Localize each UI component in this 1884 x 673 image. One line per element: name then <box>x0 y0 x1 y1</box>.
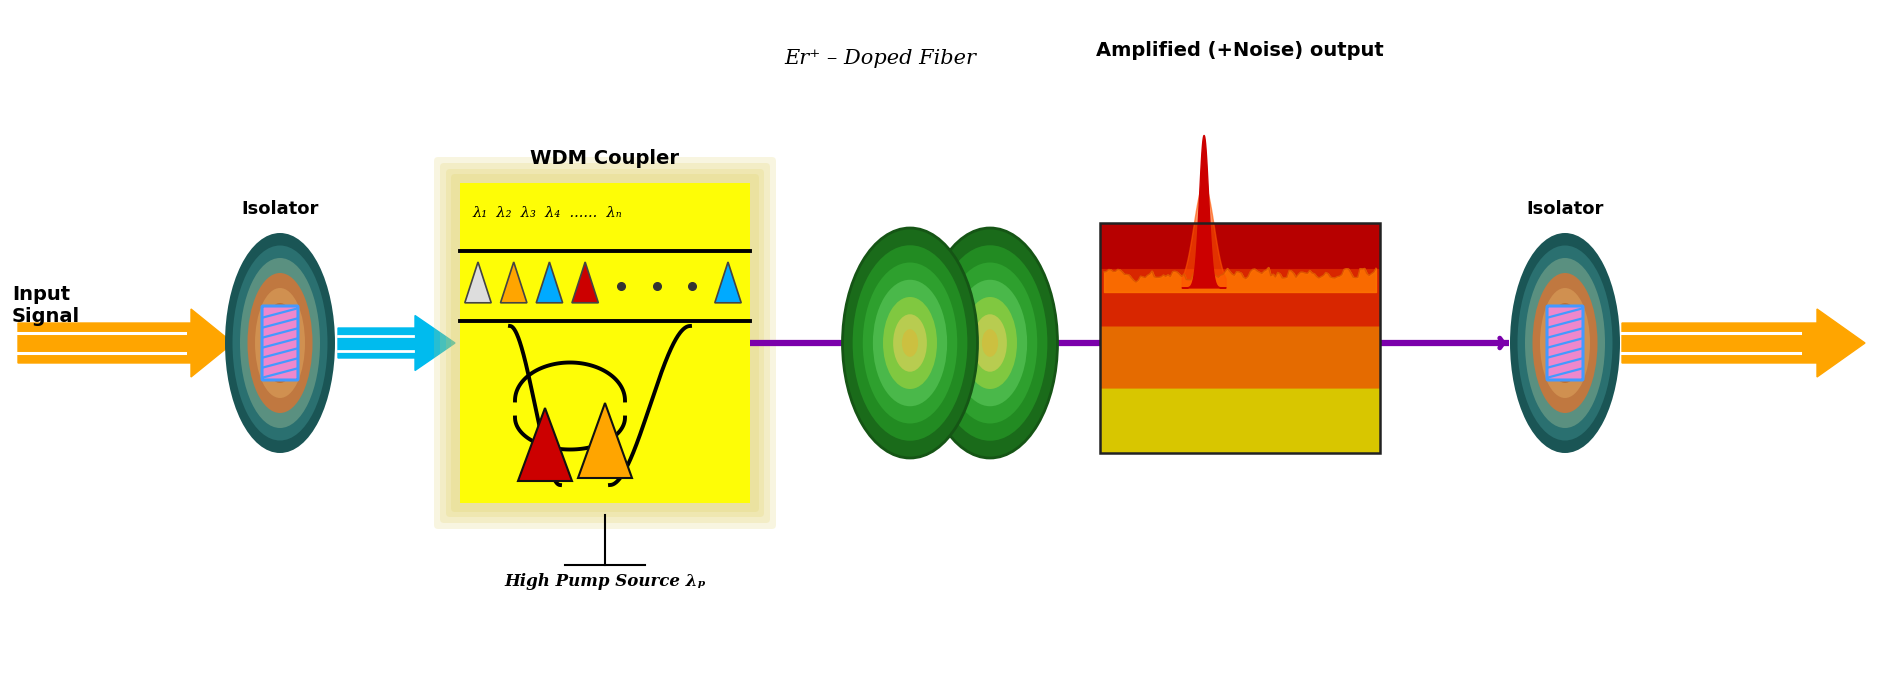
Ellipse shape <box>982 329 999 357</box>
FancyBboxPatch shape <box>1547 306 1583 380</box>
FancyArrow shape <box>1622 309 1865 377</box>
Ellipse shape <box>953 280 1027 406</box>
Text: Amplified (+Noise) output: Amplified (+Noise) output <box>1096 42 1385 61</box>
FancyBboxPatch shape <box>262 306 298 380</box>
Ellipse shape <box>853 245 966 441</box>
Ellipse shape <box>923 228 1057 458</box>
Ellipse shape <box>277 334 283 352</box>
FancyBboxPatch shape <box>460 183 750 503</box>
Ellipse shape <box>262 303 298 383</box>
Ellipse shape <box>1532 273 1598 413</box>
Ellipse shape <box>842 228 978 458</box>
Ellipse shape <box>271 319 288 367</box>
Text: Isolator: Isolator <box>241 200 318 218</box>
Ellipse shape <box>942 262 1038 423</box>
Ellipse shape <box>1517 246 1613 441</box>
Ellipse shape <box>232 246 328 441</box>
FancyArrow shape <box>337 316 456 371</box>
Bar <box>1100 223 1379 453</box>
FancyArrow shape <box>19 309 234 377</box>
Ellipse shape <box>1509 233 1620 453</box>
Ellipse shape <box>893 314 927 371</box>
Text: λ₁  λ₂  λ₃  λ₄  ......  λₙ: λ₁ λ₂ λ₃ λ₄ ...... λₙ <box>473 206 622 220</box>
Ellipse shape <box>884 297 936 389</box>
Polygon shape <box>573 262 599 303</box>
Text: Input
Signal: Input Signal <box>11 285 81 326</box>
Ellipse shape <box>1539 288 1590 398</box>
Text: Isolator: Isolator <box>1526 200 1603 218</box>
Ellipse shape <box>247 273 313 413</box>
Ellipse shape <box>254 288 305 398</box>
Polygon shape <box>518 408 573 481</box>
Polygon shape <box>465 262 492 303</box>
Ellipse shape <box>1556 319 1573 367</box>
Ellipse shape <box>863 262 957 423</box>
Ellipse shape <box>1562 334 1567 352</box>
Ellipse shape <box>974 314 1006 371</box>
Ellipse shape <box>224 233 335 453</box>
Ellipse shape <box>239 258 320 428</box>
Ellipse shape <box>902 329 918 357</box>
Text: Er⁺ – Doped Fiber: Er⁺ – Doped Fiber <box>784 48 976 67</box>
Text: High Pump Source λₚ: High Pump Source λₚ <box>505 573 706 590</box>
Ellipse shape <box>1547 303 1583 383</box>
FancyBboxPatch shape <box>433 157 776 529</box>
Ellipse shape <box>1524 258 1605 428</box>
Ellipse shape <box>933 245 1048 441</box>
FancyBboxPatch shape <box>447 169 765 517</box>
Polygon shape <box>537 262 563 303</box>
Ellipse shape <box>963 297 1017 389</box>
Polygon shape <box>714 262 740 303</box>
Text: WDM Coupler: WDM Coupler <box>531 149 680 168</box>
Polygon shape <box>578 403 631 478</box>
FancyBboxPatch shape <box>441 163 771 523</box>
Polygon shape <box>501 262 528 303</box>
FancyBboxPatch shape <box>450 174 759 512</box>
Ellipse shape <box>872 280 948 406</box>
